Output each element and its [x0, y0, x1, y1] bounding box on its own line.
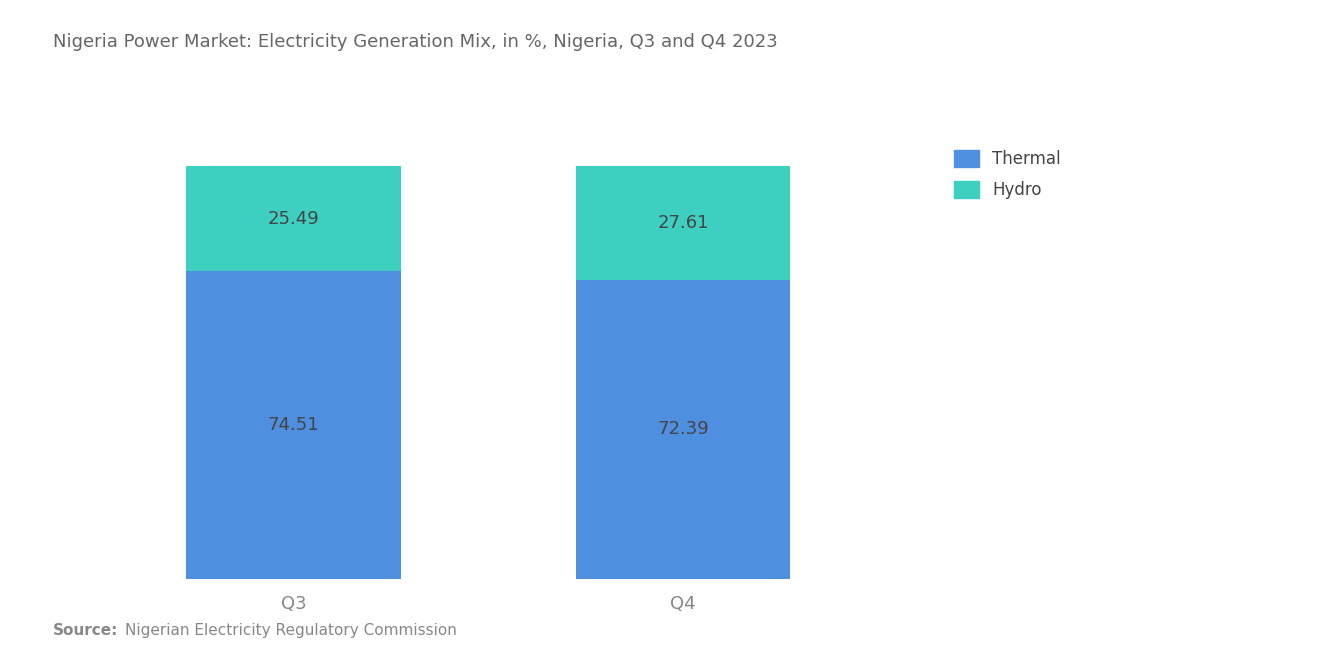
Text: 72.39: 72.39: [657, 420, 709, 438]
Text: Nigeria Power Market: Electricity Generation Mix, in %, Nigeria, Q3 and Q4 2023: Nigeria Power Market: Electricity Genera…: [53, 33, 777, 51]
Bar: [576, 166, 791, 280]
Text: Source:: Source:: [53, 623, 119, 638]
Text: Nigerian Electricity Regulatory Commission: Nigerian Electricity Regulatory Commissi…: [125, 623, 457, 638]
Text: 27.61: 27.61: [657, 214, 709, 232]
Text: 74.51: 74.51: [268, 416, 319, 434]
Bar: [576, 280, 791, 579]
Bar: [186, 166, 401, 271]
Legend: Thermal, Hydro: Thermal, Hydro: [945, 142, 1069, 207]
Bar: [186, 271, 401, 579]
Text: 25.49: 25.49: [268, 209, 319, 228]
